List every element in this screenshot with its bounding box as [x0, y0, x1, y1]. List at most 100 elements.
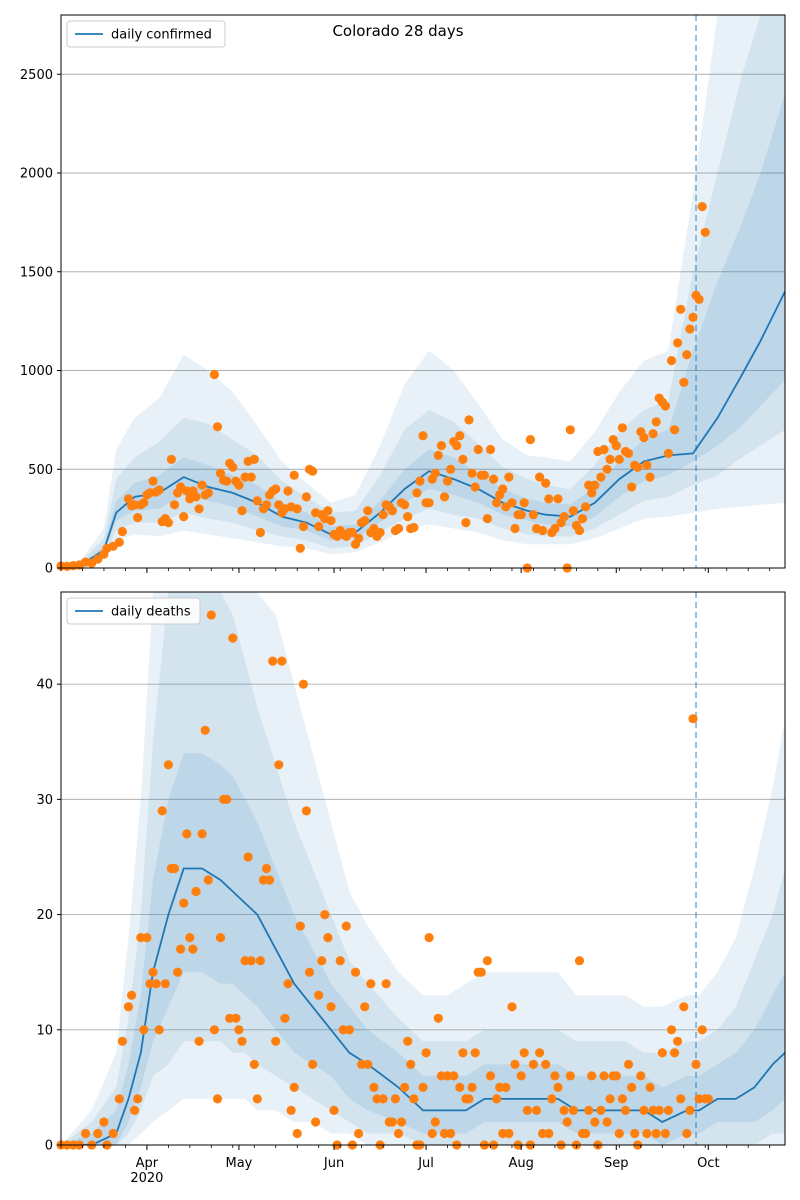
data-point	[482, 514, 492, 524]
data-point	[590, 480, 600, 490]
data-point	[400, 1082, 410, 1092]
data-point	[535, 472, 545, 482]
legend-label: daily confirmed	[111, 28, 212, 43]
data-point	[289, 1082, 299, 1092]
data-point	[617, 1094, 628, 1104]
data-point	[191, 886, 201, 897]
x-tick-label: Jul	[417, 1156, 434, 1171]
data-point	[277, 656, 287, 666]
data-point	[154, 485, 164, 495]
band-inner	[61, 94, 785, 568]
y-tick-label: 20	[36, 908, 53, 923]
data-point	[133, 513, 143, 523]
data-point	[157, 806, 167, 816]
data-point	[522, 1105, 532, 1115]
data-point	[114, 1094, 124, 1104]
data-point	[455, 431, 465, 441]
data-point	[387, 1117, 397, 1127]
data-point	[228, 633, 238, 643]
data-point	[485, 1071, 496, 1081]
data-point	[467, 1082, 477, 1092]
data-point	[682, 350, 692, 360]
data-point	[271, 484, 281, 494]
data-point	[519, 498, 529, 508]
data-point	[292, 504, 302, 514]
data-point	[197, 480, 207, 490]
y-tick-label: 500	[28, 463, 53, 478]
data-point	[412, 488, 422, 498]
data-point	[676, 304, 686, 314]
data-point	[298, 679, 308, 689]
data-point	[452, 441, 462, 451]
data-point	[442, 476, 453, 486]
data-point	[660, 1128, 671, 1139]
data-point	[685, 1105, 695, 1115]
data-point	[212, 1094, 223, 1104]
data-point	[378, 510, 388, 520]
data-point	[209, 369, 219, 380]
data-point	[182, 829, 192, 839]
data-point	[117, 1036, 127, 1046]
data-point	[611, 441, 621, 451]
data-point	[528, 510, 539, 520]
data-point	[393, 1128, 404, 1139]
y-tick-label: 40	[36, 678, 53, 693]
data-point	[139, 498, 149, 508]
data-point	[581, 502, 591, 512]
x-tick-label: Oct	[697, 1156, 719, 1171]
data-point	[599, 444, 609, 455]
data-point	[320, 910, 330, 920]
data-point	[283, 979, 293, 989]
data-point	[393, 523, 404, 534]
data-point	[222, 794, 232, 805]
data-point	[464, 1094, 474, 1104]
data-point	[271, 1036, 281, 1046]
data-point	[602, 464, 612, 474]
data-point	[623, 1059, 634, 1069]
data-point	[409, 522, 419, 533]
data-point	[387, 506, 397, 516]
data-point	[326, 1002, 336, 1012]
data-point	[636, 1071, 646, 1081]
data-point	[301, 806, 311, 816]
data-point	[627, 1082, 637, 1092]
band-inner	[61, 753, 785, 1145]
band-outer	[61, 15, 785, 568]
x-tick-label: 2020	[130, 1171, 163, 1186]
data-point	[274, 760, 284, 770]
data-point	[611, 1071, 621, 1081]
data-point	[464, 415, 474, 425]
data-point	[350, 967, 361, 977]
data-point	[473, 444, 483, 455]
data-point	[688, 714, 698, 724]
data-point	[191, 492, 201, 502]
data-point	[292, 1128, 302, 1139]
data-point	[360, 516, 370, 526]
data-point	[541, 1059, 551, 1069]
data-point	[433, 1013, 443, 1023]
data-point	[341, 921, 351, 931]
data-point	[470, 1048, 480, 1058]
data-point	[461, 518, 471, 528]
data-point	[436, 441, 446, 451]
data-point	[173, 967, 183, 977]
data-point	[700, 227, 710, 237]
data-point	[197, 829, 207, 839]
data-point	[127, 990, 137, 1000]
data-point	[660, 401, 671, 411]
x-tick-label: Apr	[136, 1156, 159, 1171]
data-point	[295, 921, 305, 931]
data-point	[252, 496, 262, 506]
data-point	[354, 533, 364, 544]
data-point	[424, 498, 434, 508]
data-point	[298, 521, 308, 532]
data-point	[360, 1002, 370, 1012]
data-point	[516, 1071, 526, 1081]
data-point	[596, 472, 606, 482]
data-point	[265, 875, 275, 885]
data-point	[329, 1105, 339, 1115]
data-point	[249, 1059, 259, 1069]
data-point	[335, 956, 345, 966]
data-point	[648, 429, 658, 439]
data-point	[323, 933, 333, 943]
